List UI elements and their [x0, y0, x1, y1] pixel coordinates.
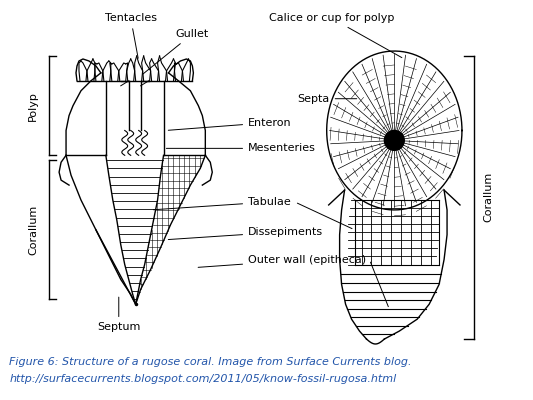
- Text: Mesenteries: Mesenteries: [166, 143, 316, 153]
- Text: Corallum: Corallum: [28, 205, 38, 255]
- Text: Outer wall (epitheca): Outer wall (epitheca): [198, 254, 366, 267]
- Text: Polyp: Polyp: [28, 91, 38, 120]
- Text: http://surfacecurrents.blogspot.com/2011/05/know-fossil-rugosa.html: http://surfacecurrents.blogspot.com/2011…: [10, 374, 397, 384]
- Circle shape: [384, 130, 404, 150]
- Text: Enteron: Enteron: [168, 118, 292, 130]
- Text: Septa: Septa: [297, 94, 357, 104]
- Text: Figure 6: Structure of a rugose coral. Image from Surface Currents blog.: Figure 6: Structure of a rugose coral. I…: [10, 357, 412, 367]
- Text: Septum: Septum: [97, 297, 141, 332]
- Text: Gullet: Gullet: [143, 29, 209, 74]
- Text: Dissepiments: Dissepiments: [168, 227, 323, 240]
- Text: Corallum: Corallum: [484, 172, 494, 222]
- Text: Tabulae: Tabulae: [154, 197, 291, 210]
- Text: Calice or cup for polyp: Calice or cup for polyp: [269, 13, 402, 58]
- Text: Tentacles: Tentacles: [104, 13, 157, 58]
